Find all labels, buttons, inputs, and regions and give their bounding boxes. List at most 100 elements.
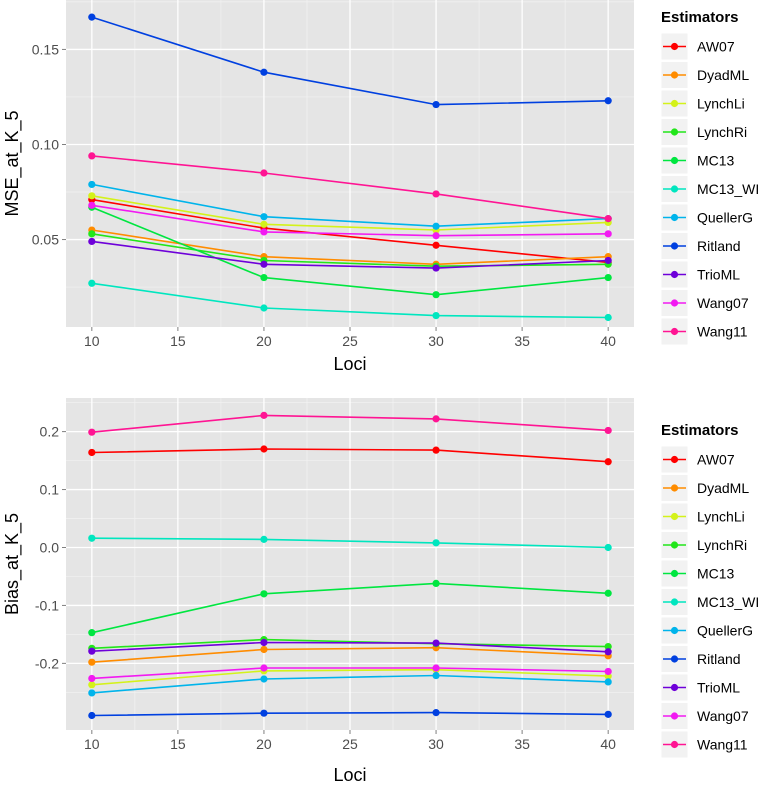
series-mc13 [88,579,612,637]
legend-key-point [670,455,679,464]
x-tick-label: 40 [600,333,616,349]
data-point-trioml [432,639,440,647]
legend-key-point [670,626,679,635]
data-point-lynchli [88,192,96,200]
legend-label: Wang11 [697,324,748,340]
legend-item-lynchri: LynchRi [660,118,747,146]
series-line-wang11 [91,414,609,433]
data-point-mc13 [260,273,268,282]
data-point-trioml [604,256,612,265]
legend-label: Wang11 [697,737,748,753]
data-point-dyadml [88,658,96,666]
series-line-dyadml [91,229,609,266]
series-line-dyadml [91,646,609,663]
data-point-aw07 [260,445,268,453]
data-point-quellerg [88,180,96,189]
legend-item-aw07: AW07 [660,32,735,61]
y-tick-label: 0.0 [40,539,60,555]
legend-key-point [670,99,679,108]
data-point-trioml [88,647,96,655]
data-point-aw07 [604,458,612,466]
series-quellerg [88,671,612,697]
legend-key-point [670,569,679,578]
series-quellerg [88,180,612,230]
legend-item-wang07: Wang07 [660,289,749,317]
data-point-wang11 [88,152,96,160]
data-point-lynchri [88,230,96,238]
y-tick-label: 0.10 [32,136,59,152]
legend-label: TrioML [697,680,740,696]
legend-item-mc13: MC13 [660,146,735,175]
data-point-wang07 [88,674,96,683]
legend-key-point [670,42,679,51]
data-point-trioml [88,237,96,246]
legend-item-wang07: Wang07 [660,702,749,730]
data-point-quellerg [260,675,268,683]
data-point-wang11 [604,215,612,223]
legend-key-point [670,683,679,692]
series-mc13-wi [88,534,612,552]
series-line-lynchli [91,668,609,686]
series-line-wang07 [91,204,609,237]
series-trioml [88,237,612,272]
data-point-wang07 [88,201,96,209]
data-point-mc13-wi [432,539,440,547]
data-point-lynchli [260,220,268,228]
data-point-mc13-wi [432,311,440,320]
legend-title: Estimators [661,422,739,439]
data-point-wang11 [604,426,612,435]
data-point-aw07 [432,241,440,249]
legend-label: AW07 [697,39,735,55]
legend-label: Wang07 [697,295,749,311]
y-tick-label: -0.2 [35,655,59,671]
series-line-mc13-wi [91,282,609,319]
legend-label: MC13 [697,566,735,582]
y-tick-label: 0.05 [32,232,59,248]
x-tick-label: 20 [256,333,272,349]
legend-label: LynchRi [697,124,747,140]
x-axis-title: Loci [333,765,366,785]
legend-item-dyadml: DyadML [660,474,749,502]
legend-item-wang11: Wang11 [660,317,748,346]
series-line-lynchli [91,195,609,231]
series-line-trioml [91,641,609,653]
data-point-wang11 [432,190,440,198]
legend-key-point [670,242,679,250]
series-line-quellerg [91,674,609,694]
data-point-ritland [604,97,612,105]
legend-label: MC13 [697,153,735,169]
data-point-quellerg [432,222,440,230]
data-point-wang11 [260,411,268,419]
series-line-ritland [91,711,609,717]
data-point-mc13 [604,273,612,282]
legend-label: QuellerG [697,623,753,639]
data-point-aw07 [432,446,440,454]
legend-key-point [670,541,679,549]
data-point-ritland [432,100,440,109]
legend-key-point [670,598,679,606]
chart-panel-1: 10 15 20 25 30 35 40 0.05 0.10 0.15 Loci MSE_at_K_5… [2,0,759,374]
series-mc13-wi [88,279,612,322]
legend-key-point [670,484,679,492]
legend-key-point [670,740,679,749]
data-point-ritland [88,13,96,21]
data-point-lynchri [604,642,612,651]
legend-key-point [670,712,679,720]
legend-item-wang11: Wang11 [660,730,748,759]
x-tick-label: 15 [170,333,186,349]
data-point-mc13-wi [604,313,612,322]
data-point-mc13-wi [88,279,96,287]
legend-item-dyadml: DyadML [660,61,749,89]
data-point-mc13-wi [260,304,268,312]
legend-label: LynchLi [697,96,745,112]
legend: Estimators AW07 DyadML LynchLi LynchRi MC13 MC… [660,9,759,346]
legend-key-point [670,185,679,193]
series-wang11 [88,411,612,436]
legend-key-point [670,71,679,79]
series-trioml [88,638,612,656]
legend-label: DyadML [697,480,749,496]
data-point-wang07 [260,664,268,672]
legend: Estimators AW07 DyadML LynchLi LynchRi MC13 MC… [660,422,759,759]
data-point-quellerg [432,671,440,680]
